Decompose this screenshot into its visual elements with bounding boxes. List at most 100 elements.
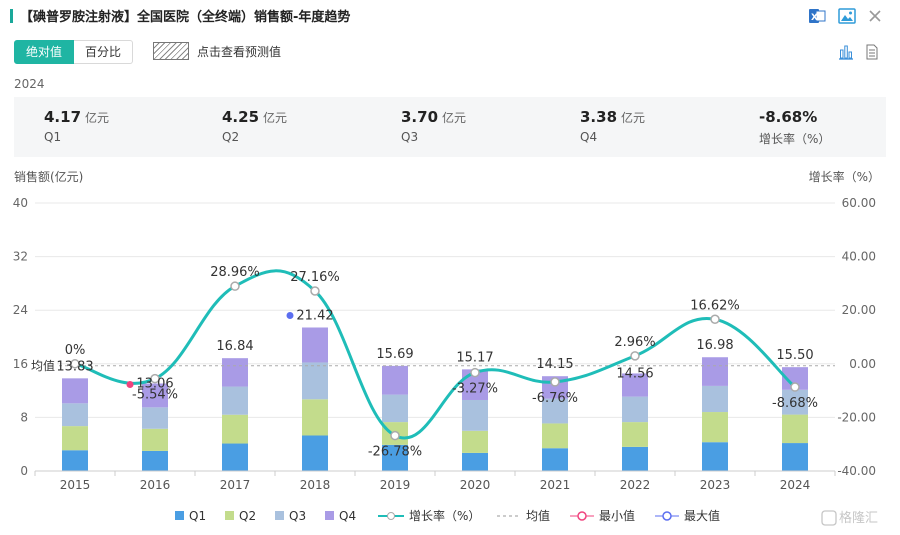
growth-label-2020: -3.27% bbox=[452, 382, 498, 397]
legend-item[interactable]: Q4 bbox=[325, 509, 356, 523]
bar-q1-2022 bbox=[622, 446, 648, 471]
forecast-label: 点击查看预测值 bbox=[197, 44, 282, 59]
bar-q2-2015 bbox=[62, 426, 88, 451]
summary-q1: 4.17 亿元 Q1 bbox=[44, 107, 109, 144]
growth-point-2019 bbox=[390, 430, 400, 441]
total-label-2022: 14.56 bbox=[616, 366, 653, 381]
y-axis-title: 销售额(亿元) bbox=[14, 170, 84, 184]
forecast-toggle[interactable]: 点击查看预测值 bbox=[153, 42, 281, 60]
summary-value: 4.17 bbox=[44, 108, 82, 126]
legend-item[interactable]: 均值 bbox=[497, 508, 550, 523]
legend-swatch bbox=[325, 511, 334, 520]
data-table-icon[interactable] bbox=[864, 44, 880, 64]
summary-label: Q4 bbox=[580, 130, 598, 144]
y-tick-label: 32 bbox=[13, 250, 28, 264]
bar-q2-2020 bbox=[462, 430, 488, 453]
total-label-2024: 15.50 bbox=[776, 348, 813, 363]
y2-axis: -40.00 -20.00 0.00 20.00 40.00 60.00 bbox=[837, 196, 876, 478]
summary-value: 4.25 bbox=[222, 108, 260, 126]
chart-tools bbox=[838, 44, 880, 64]
x-tick-label: 2023 bbox=[700, 478, 731, 492]
bar-q2-2018 bbox=[302, 399, 328, 436]
growth-label-2019: -26.78% bbox=[368, 445, 422, 460]
bar-q3-2021 bbox=[542, 398, 568, 424]
close-icon[interactable] bbox=[866, 7, 884, 25]
bar-q1-2024 bbox=[782, 443, 808, 471]
growth-label-2023: 16.62% bbox=[690, 298, 740, 313]
legend-item[interactable]: Q1 bbox=[175, 509, 206, 523]
svg-text:X: X bbox=[811, 13, 818, 23]
summary-panel: 4.17 亿元 Q1 4.25 亿元 Q2 3.70 亿元 Q3 3.38 亿元 Q4 … bbox=[14, 97, 886, 157]
data-labels: 13.830% 13.06-5.54% 16.84 28.96% 21.42 27.16%… bbox=[56, 265, 818, 459]
sales-chart: 均值 2015 2016 2017 2018 2019 2020 2021 2022 2023 2… bbox=[13, 196, 878, 526]
y2-axis-title: 增长率（%） bbox=[808, 170, 880, 184]
legend-label: 均值 bbox=[526, 508, 550, 523]
bar-q4-2024 bbox=[782, 367, 808, 390]
bar-q3-2024 bbox=[782, 389, 808, 415]
bar-q3-2020 bbox=[462, 399, 488, 431]
growth-point-2020 bbox=[470, 367, 480, 378]
x-tick-label: 2024 bbox=[780, 478, 811, 492]
total-label-2023: 16.98 bbox=[696, 338, 733, 353]
x-tick-label: 2015 bbox=[60, 478, 91, 492]
legend-item[interactable]: 增长率（%） bbox=[378, 508, 480, 523]
legend-label: Q4 bbox=[339, 509, 356, 523]
legend-label: 最大值 bbox=[684, 508, 720, 523]
mean-line: 均值 bbox=[27, 356, 835, 374]
summary-unit: 亿元 bbox=[442, 111, 467, 125]
total-label-2021: 14.15 bbox=[536, 357, 573, 372]
legend-item[interactable]: 最大值 bbox=[655, 508, 720, 523]
bar-chart-icon[interactable] bbox=[838, 44, 854, 64]
legend-swatch bbox=[225, 511, 234, 520]
tab-percentage[interactable]: 百分比 bbox=[74, 40, 134, 64]
legend-label: 最小值 bbox=[599, 508, 635, 523]
legend-item[interactable]: Q3 bbox=[275, 509, 306, 523]
image-export-icon[interactable] bbox=[838, 7, 856, 25]
bar-q4-2017 bbox=[222, 358, 248, 387]
y2-tick-label: 20.00 bbox=[842, 303, 876, 317]
total-label-2015: 13.83 bbox=[56, 359, 93, 374]
watermark-text: 格隆汇 bbox=[839, 510, 878, 526]
growth-point-2021 bbox=[550, 377, 560, 387]
x-tick-label: 2017 bbox=[220, 478, 251, 492]
growth-label-2016: -5.54% bbox=[132, 388, 178, 403]
legend-item[interactable]: 最小值 bbox=[570, 508, 635, 523]
summary-q4: 3.38 亿元 Q4 bbox=[580, 107, 645, 144]
growth-point-2024 bbox=[790, 382, 800, 392]
bar-q3-2015 bbox=[62, 403, 88, 427]
summary-year: 2024 bbox=[14, 77, 45, 91]
total-label-2018: 21.42 bbox=[296, 308, 333, 323]
y-tick-label: 40 bbox=[13, 196, 28, 210]
bar-q4-2018 bbox=[302, 327, 328, 363]
y2-tick-label: -20.00 bbox=[837, 410, 876, 424]
bar-q1-2019 bbox=[382, 444, 408, 471]
growth-point-2015 bbox=[70, 359, 80, 369]
total-label-2016: 13.06 bbox=[136, 376, 173, 391]
bar-q4-2022 bbox=[622, 373, 648, 397]
y2-tick-label: 60.00 bbox=[842, 196, 876, 210]
x-tick-label: 2018 bbox=[300, 478, 331, 492]
bar-q2-2016 bbox=[142, 428, 168, 451]
y-tick-label: 24 bbox=[13, 303, 28, 317]
watermark: 格隆汇 bbox=[821, 510, 878, 526]
x-axis: 2015 2016 2017 2018 2019 2020 2021 2022 2023 2024 bbox=[34, 470, 836, 492]
legend-label: Q1 bbox=[189, 509, 206, 523]
bar-q3-2019 bbox=[382, 394, 408, 423]
growth-label-2017: 28.96% bbox=[210, 265, 260, 280]
excel-export-icon[interactable]: X bbox=[808, 7, 826, 25]
summary-q3: 3.70 亿元 Q3 bbox=[401, 107, 466, 144]
bar-q1-2021 bbox=[542, 448, 568, 471]
header: 【碘普罗胺注射液】全国医院（全终端）销售额-年度趋势 X bbox=[0, 0, 900, 32]
growth-line bbox=[70, 269, 800, 441]
tab-absolute[interactable]: 绝对值 bbox=[14, 40, 75, 64]
y2-tick-label: 0.00 bbox=[849, 357, 876, 371]
bar-q3-2017 bbox=[222, 386, 248, 415]
bar-q1-2023 bbox=[702, 442, 728, 471]
legend-item[interactable]: Q2 bbox=[225, 509, 256, 523]
bar-q4-2016 bbox=[142, 383, 168, 408]
y2-tick-label: 40.00 bbox=[842, 250, 876, 264]
summary-value: 3.70 bbox=[401, 108, 439, 126]
min-marker bbox=[126, 380, 134, 388]
summary-value: -8.68% bbox=[759, 108, 818, 126]
x-tick-label: 2019 bbox=[380, 478, 411, 492]
